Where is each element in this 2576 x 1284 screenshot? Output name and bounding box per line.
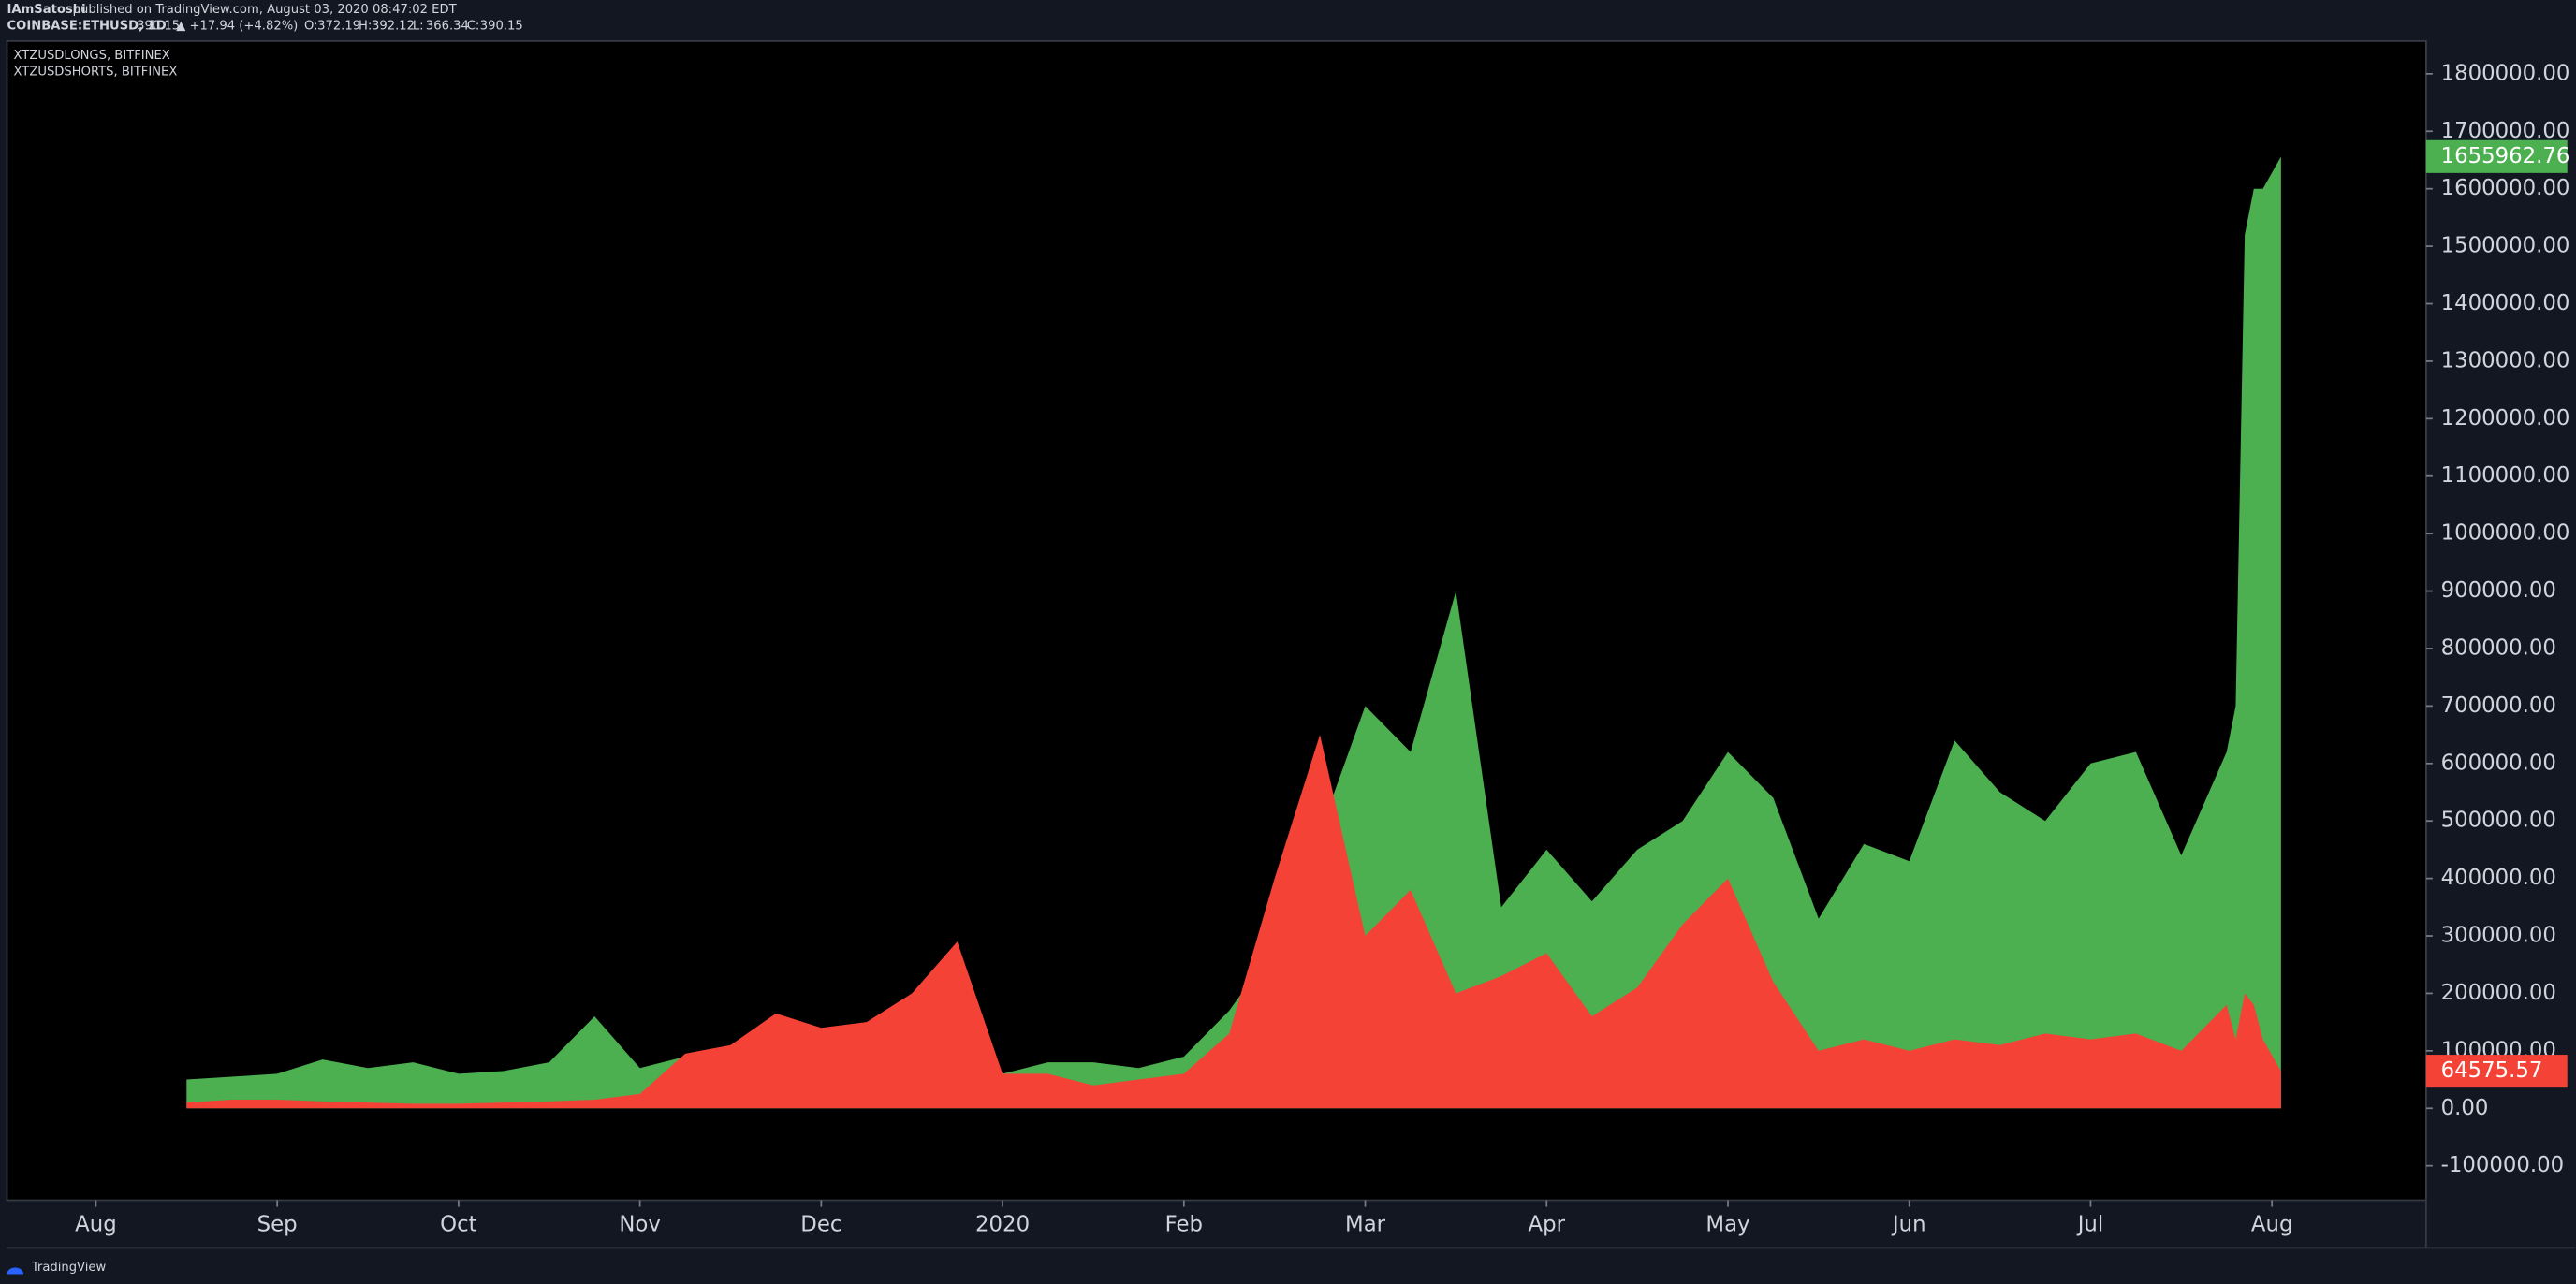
price: 390.15 (137, 20, 180, 34)
x-tick-label: Nov (619, 1212, 661, 1236)
y-tick-label: 700000.00 (2441, 693, 2556, 718)
ohlc-value: 372.19 (317, 20, 360, 34)
change: ▲ +17.94 (+4.82%) (176, 20, 298, 34)
y-tick-label: 1000000.00 (2441, 521, 2570, 546)
ohlc-label: L: (413, 20, 424, 34)
x-tick-label: Jun (1891, 1212, 1926, 1236)
legend-entry: XTZUSDLONGS, BITFINEX (14, 49, 170, 63)
y-tick-label: 800000.00 (2441, 635, 2556, 660)
y-tick-label: 500000.00 (2441, 809, 2556, 833)
last-value-label: 64575.57 (2441, 1058, 2543, 1083)
x-tick-label: May (1705, 1212, 1749, 1236)
legend-entry: XTZUSDSHORTS, BITFINEX (14, 66, 178, 80)
publisher: IAmSatoshi (7, 3, 86, 17)
last-value-label: 1655962.76 (2441, 144, 2570, 168)
ohlc-label: C: (467, 20, 480, 34)
logo (7, 1267, 24, 1275)
y-tick-label: 400000.00 (2441, 866, 2556, 890)
y-tick-label: 1200000.00 (2441, 406, 2570, 430)
x-tick-label: Oct (440, 1212, 476, 1236)
x-tick-label: Mar (1345, 1212, 1386, 1236)
y-tick-label: 1400000.00 (2441, 291, 2570, 315)
area (186, 156, 2281, 1109)
x-tick-label: Aug (75, 1212, 117, 1236)
y-tick-label: 600000.00 (2441, 751, 2556, 775)
ohlc-label: H: (359, 20, 372, 34)
ohlc-value: 366.34 (426, 20, 469, 34)
ohlc-value: 390.15 (480, 20, 523, 34)
x-tick-label: Dec (800, 1212, 842, 1236)
x-tick-label: Sep (257, 1212, 298, 1236)
x-tick-label: Aug (2251, 1212, 2293, 1236)
y-tick-label: 1800000.00 (2441, 61, 2570, 85)
y-tick-label: 900000.00 (2441, 578, 2556, 603)
ohlc-value: 392.12 (372, 20, 415, 34)
ohlc-label: O: (304, 20, 318, 34)
x-tick-label: 2020 (975, 1212, 1030, 1236)
x-tick-label: Feb (1165, 1212, 1203, 1236)
last-value-tag (2425, 139, 2568, 173)
y-tick-label: 1300000.00 (2441, 348, 2570, 372)
symbol: COINBASE:ETHUSD, 1D (7, 20, 167, 34)
y-tick-label: 200000.00 (2441, 981, 2556, 1005)
last-value-tag (2425, 1055, 2568, 1088)
y-tick-label: 1700000.00 (2441, 119, 2570, 143)
y-tick-label: -100000.00 (2441, 1153, 2565, 1177)
y-tick-label: 0.00 (2441, 1096, 2489, 1120)
x-tick-label: Jul (2076, 1212, 2104, 1236)
y-tick-label: 1600000.00 (2441, 176, 2570, 200)
published: published on TradingView.com, August 03,… (73, 3, 458, 17)
x-tick-label: Apr (1529, 1212, 1566, 1236)
area (186, 735, 2281, 1109)
y-tick-label: 1500000.00 (2441, 234, 2570, 258)
y-tick-label: 1100000.00 (2441, 463, 2570, 488)
brand: TradingView (31, 1261, 107, 1275)
y-tick-label: 300000.00 (2441, 924, 2556, 948)
